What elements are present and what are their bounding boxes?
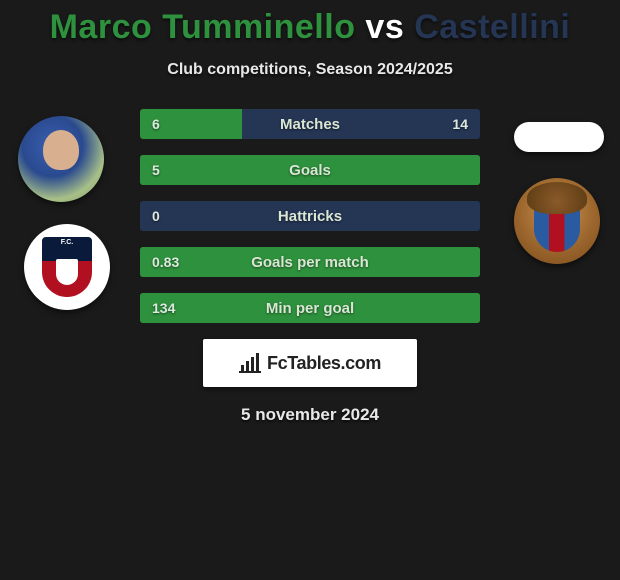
stat-row-min-per-goal: 134 Min per goal	[140, 293, 480, 323]
stat-value-right	[456, 293, 480, 323]
subtitle: Club competitions, Season 2024/2025	[0, 61, 620, 79]
stat-label: Goals	[140, 155, 480, 185]
title-player2: Castellini	[414, 8, 570, 46]
player1-photo	[18, 116, 104, 202]
stat-value-right	[456, 247, 480, 277]
left-avatar-column	[6, 110, 126, 330]
page-title: Marco Tumminello vs Castellini	[0, 0, 620, 47]
player2-club-badge	[514, 178, 600, 264]
stat-row-goals: 5 Goals	[140, 155, 480, 185]
comparison-card: Marco Tumminello vs Castellini Club comp…	[0, 0, 620, 425]
branding-box: FcTables.com	[203, 339, 417, 387]
player2-photo-placeholder	[514, 122, 604, 152]
branding-text: FcTables.com	[267, 353, 381, 374]
stat-value-right	[456, 201, 480, 231]
stat-label: Hattricks	[140, 201, 480, 231]
title-vs: vs	[365, 8, 404, 46]
chart-icon	[239, 353, 261, 373]
stat-label: Matches	[140, 109, 480, 139]
stat-label: Goals per match	[140, 247, 480, 277]
stat-row-matches: 6 Matches 14	[140, 109, 480, 139]
stat-value-right	[456, 155, 480, 185]
stat-label: Min per goal	[140, 293, 480, 323]
stat-value-right: 14	[440, 109, 480, 139]
stat-row-hattricks: 0 Hattricks	[140, 201, 480, 231]
stats-bars: 6 Matches 14 5 Goals 0 Hattricks 0.83 Go…	[140, 109, 480, 323]
player1-club-badge	[24, 224, 110, 310]
snapshot-date: 5 november 2024	[0, 405, 620, 425]
stat-row-goals-per-match: 0.83 Goals per match	[140, 247, 480, 277]
right-avatar-column	[494, 110, 614, 330]
title-player1: Marco Tumminello	[50, 8, 356, 46]
crotone-crest-icon	[42, 237, 92, 297]
